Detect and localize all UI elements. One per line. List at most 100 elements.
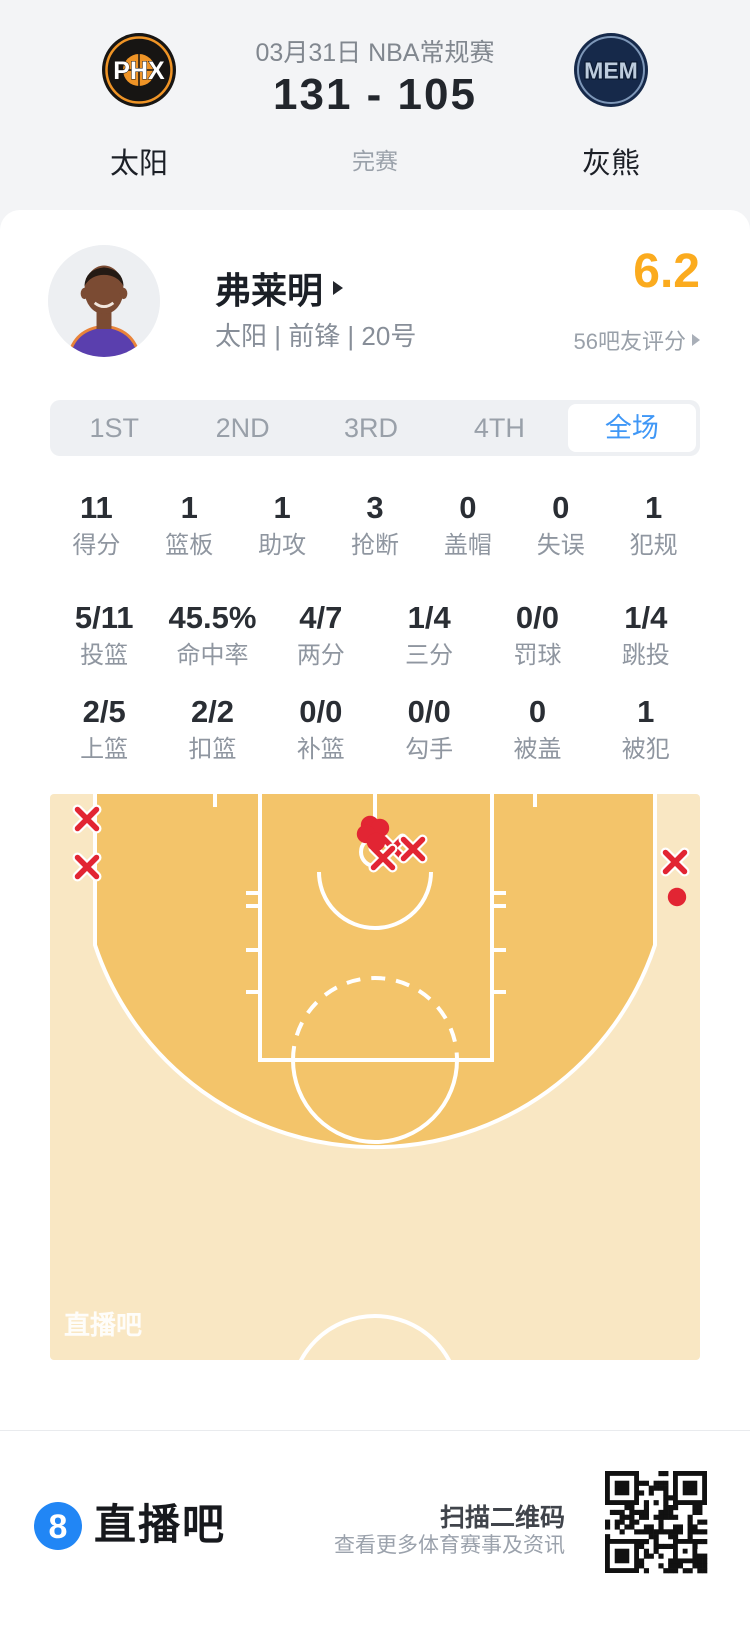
phx-abbr: PHX xyxy=(113,57,165,85)
stat-label: 抢断 xyxy=(351,532,399,559)
stat-value: 1 xyxy=(644,490,663,525)
qr-title: 扫描二维码 xyxy=(439,1504,565,1532)
tab-全场[interactable]: 全场 xyxy=(567,404,697,452)
stat-label: 被盖 xyxy=(513,736,562,763)
quarter-tabs: 1ST 2ND 3RD 4TH 全场 xyxy=(50,400,700,456)
stat-value: 1 xyxy=(637,694,655,729)
stat-value: 0 xyxy=(528,694,547,729)
name-caret-icon xyxy=(333,281,344,295)
stat-value: 2/2 xyxy=(190,694,235,729)
stat-cell-盖帽: 0 盖帽 xyxy=(421,490,514,560)
missed-shot-marker xyxy=(660,847,690,877)
qr-code xyxy=(600,1466,712,1578)
missed-shot-marker xyxy=(72,852,102,882)
missed-shot-marker xyxy=(368,843,398,873)
stat-label: 罚球 xyxy=(513,642,562,669)
stat-cell-补篮: 0/0 补篮 xyxy=(267,694,375,764)
stat-label: 命中率 xyxy=(176,642,249,669)
player-name: 弗莱明 xyxy=(215,270,324,311)
stat-label: 两分 xyxy=(296,642,345,669)
stat-row-shooting: 5/11 投篮 45.5% 命中率 4/7 两分 1/4 三分 0/0 罚球 1/4 跳投 xyxy=(50,600,700,670)
mem-team-logo-icon[interactable]: MEM xyxy=(573,32,649,108)
stat-label: 跳投 xyxy=(621,642,670,669)
stat-cell-犯规: 1 犯规 xyxy=(607,490,700,560)
player-meta: 太阳 | 前锋 | 20号 xyxy=(215,321,417,351)
player-photo xyxy=(48,245,160,357)
made-shot-marker xyxy=(667,887,687,907)
stat-cell-命中率: 45.5% 命中率 xyxy=(158,600,266,670)
stat-label: 得分 xyxy=(72,532,121,559)
stat-cell-三分: 1/4 三分 xyxy=(375,600,483,670)
lane-hash-marks xyxy=(213,794,537,994)
stat-value: 11 xyxy=(80,490,113,525)
stat-value: 0/0 xyxy=(407,694,451,729)
stat-cell-罚球: 0/0 罚球 xyxy=(483,600,591,670)
stat-value: 45.5% xyxy=(168,600,257,635)
stat-label: 三分 xyxy=(405,642,454,669)
player-avatar[interactable] xyxy=(48,245,160,357)
rating-caption-row[interactable]: 56吧友评分 xyxy=(574,324,700,356)
tab-1ST[interactable]: 1ST xyxy=(89,413,139,443)
stat-label: 盖帽 xyxy=(443,532,492,559)
stat-cell-两分: 4/7 两分 xyxy=(267,600,375,670)
qr-caption: 查看更多体育赛事及资讯 xyxy=(334,1534,565,1557)
stat-value: 5/11 xyxy=(74,600,134,635)
missed-shot-marker xyxy=(72,804,102,834)
mem-abbr: MEM xyxy=(584,58,638,84)
stat-cell-投篮: 5/11 投篮 xyxy=(50,600,158,670)
stat-label: 投篮 xyxy=(80,642,129,669)
made-shot-marker xyxy=(370,818,390,838)
stat-label: 失误 xyxy=(536,532,585,559)
made-shot-marker xyxy=(366,832,386,852)
stat-value: 1/4 xyxy=(407,600,451,635)
footer-divider xyxy=(0,1430,750,1431)
stat-cell-勾手: 0/0 勾手 xyxy=(375,694,483,764)
logo-eight: 8 xyxy=(49,1508,68,1546)
stat-row-basic: 11 得分 1 篮板 1 助攻 3 抢断 0 盖帽 0 失误 1 犯规 xyxy=(50,490,700,560)
stat-label: 助攻 xyxy=(258,532,307,559)
stat-value: 0/0 xyxy=(299,694,343,729)
home-team-name: 太阳 xyxy=(109,148,168,180)
stat-value: 2/5 xyxy=(82,694,126,729)
zhibo8-logo-icon: 8 xyxy=(34,1502,82,1550)
stat-value: 0 xyxy=(552,490,570,525)
stat-cell-抢断: 3 抢断 xyxy=(329,490,422,560)
match-date-title: 03月31日 NBA常规赛 xyxy=(255,39,495,67)
rating-caption: 56吧友评分 xyxy=(573,329,686,354)
stat-label: 勾手 xyxy=(405,736,454,763)
stat-label: 上篮 xyxy=(80,736,129,763)
stat-value: 0/0 xyxy=(515,600,560,635)
tab-2ND[interactable]: 2ND xyxy=(215,413,270,443)
match-status: 完赛 xyxy=(352,148,398,174)
missed-shot-marker xyxy=(398,834,428,864)
stat-cell-助攻: 1 助攻 xyxy=(236,490,329,560)
brand-name: 直播吧 xyxy=(94,1501,227,1548)
player-name-row[interactable]: 弗莱明 xyxy=(215,262,344,314)
court-svg: 直播吧 xyxy=(50,794,700,1360)
rating-caret-icon xyxy=(692,334,700,346)
stat-value: 1/4 xyxy=(624,600,668,635)
stat-cell-得分: 11 得分 xyxy=(50,490,143,560)
phx-team-logo-icon[interactable]: PHX xyxy=(101,32,177,108)
tab-3RD[interactable]: 3RD xyxy=(344,413,399,443)
stat-cell-上篮: 2/5 上篮 xyxy=(50,694,158,764)
stat-cell-篮板: 1 篮板 xyxy=(143,490,236,560)
player-rating: 6.2 xyxy=(633,245,700,298)
stat-value: 1 xyxy=(273,490,291,525)
shot-chart: 直播吧 xyxy=(50,794,700,1360)
stat-value: 3 xyxy=(366,490,384,525)
away-team-name: 灰熊 xyxy=(581,148,640,180)
stat-cell-失误: 0 失误 xyxy=(514,490,607,560)
stat-cell-被盖: 0 被盖 xyxy=(483,694,591,764)
shot-markers xyxy=(72,804,690,907)
stat-label: 犯规 xyxy=(629,532,678,559)
tab-4TH[interactable]: 4TH xyxy=(473,413,525,443)
stat-label: 被犯 xyxy=(621,736,670,763)
match-score: 131 - 105 xyxy=(273,70,477,119)
stat-label: 补篮 xyxy=(296,736,345,763)
stat-label: 扣篮 xyxy=(188,736,237,763)
stat-value: 4/7 xyxy=(299,600,343,635)
stat-label: 篮板 xyxy=(165,532,214,559)
stat-cell-跳投: 1/4 跳投 xyxy=(592,600,700,670)
